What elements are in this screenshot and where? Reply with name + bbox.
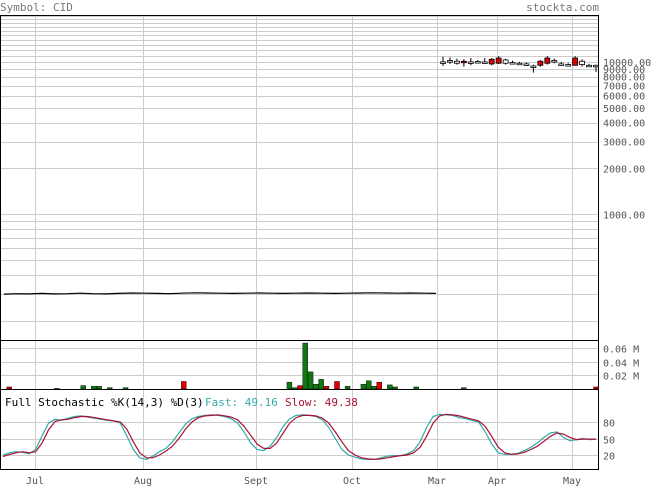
month-labels: Jul Aug Sept Oct Mar Apr May bbox=[26, 476, 581, 486]
stochastic-tick-label: 20 bbox=[603, 452, 615, 463]
price-tick-label: 2000.00 bbox=[603, 164, 645, 175]
volume-bar bbox=[344, 386, 351, 390]
volume-bar bbox=[91, 386, 97, 390]
volume-tick-label: 0.02 M bbox=[603, 372, 639, 383]
volume-bar bbox=[307, 371, 314, 390]
month-label: Aug bbox=[134, 476, 152, 486]
month-label: Jul bbox=[26, 476, 44, 486]
stochastic-fast-label: Fast: 49.16 bbox=[205, 396, 278, 409]
stochastic-tick-label: 80 bbox=[603, 419, 615, 430]
price-tick-label: 1000.00 bbox=[603, 210, 645, 221]
candle-body bbox=[565, 64, 572, 67]
volume-bar bbox=[376, 381, 382, 390]
volume-bar bbox=[461, 387, 467, 390]
volume-bars bbox=[6, 342, 599, 390]
candle-body bbox=[495, 57, 502, 64]
candle-body bbox=[488, 58, 495, 65]
volume-bar bbox=[593, 386, 599, 390]
candle-body bbox=[481, 61, 488, 64]
volume-bar bbox=[360, 384, 367, 390]
price-tick-label: 5000.00 bbox=[603, 104, 645, 115]
volume-bar bbox=[302, 342, 308, 390]
candle-body bbox=[454, 60, 460, 64]
volume-bar bbox=[122, 387, 129, 390]
volume-bar bbox=[413, 386, 419, 390]
volume-bar bbox=[107, 387, 113, 390]
symbol-label: Symbol: CID bbox=[0, 1, 73, 14]
candle-body bbox=[509, 62, 516, 65]
candle-body bbox=[440, 61, 446, 64]
stochastic-slow-label: Slow: 49.38 bbox=[285, 396, 358, 409]
volume-tick-label: 0.06 M bbox=[603, 345, 639, 356]
price-axis-ticks: 1000.00 2000.00 3000.00 4000.00 5000.006000.… bbox=[603, 58, 651, 221]
month-label: Oct bbox=[343, 476, 361, 486]
volume-bar bbox=[366, 380, 372, 390]
price-history-line bbox=[3, 292, 437, 295]
site-label: stockta.com bbox=[526, 1, 599, 14]
candle-body bbox=[447, 60, 453, 63]
stochastic-panel-frame bbox=[0, 389, 599, 470]
candle-body bbox=[467, 61, 474, 64]
volume-bar bbox=[292, 387, 298, 390]
candle-body bbox=[516, 62, 523, 66]
volume-bar bbox=[318, 379, 324, 390]
stochastic-axis-ticks: 80 50 20 bbox=[603, 419, 615, 463]
month-label: Mar bbox=[428, 476, 446, 486]
volume-bar bbox=[323, 386, 330, 390]
candle-body bbox=[558, 63, 565, 66]
volume-bar bbox=[387, 384, 393, 390]
candle-body bbox=[551, 60, 558, 63]
volume-bar bbox=[334, 381, 340, 390]
price-tick-label: 9000.00 bbox=[603, 65, 645, 76]
price-history-path bbox=[3, 292, 437, 295]
price-tick-label: 4000.00 bbox=[603, 119, 645, 130]
candles bbox=[440, 56, 599, 73]
candle-body bbox=[530, 65, 537, 68]
candle-body bbox=[537, 60, 544, 66]
volume-bar bbox=[6, 386, 12, 390]
stochastic-grid bbox=[1, 422, 598, 456]
month-label: Apr bbox=[488, 476, 506, 486]
volume-bar bbox=[297, 385, 303, 390]
candle-body bbox=[572, 57, 579, 66]
month-gridlines bbox=[35, 16, 573, 469]
month-label: Sept bbox=[244, 476, 268, 486]
volume-bar bbox=[371, 386, 377, 390]
candle-body bbox=[523, 63, 530, 66]
stochastic-slow-line bbox=[2, 413, 596, 461]
price-tick-label: 6000.00 bbox=[603, 92, 645, 103]
candle-body bbox=[593, 64, 599, 68]
volume-tick-label: 0.04 M bbox=[603, 359, 639, 370]
price-panel-frame bbox=[0, 15, 599, 341]
volume-bar bbox=[392, 386, 398, 390]
candle-body bbox=[460, 60, 467, 64]
candle-body bbox=[544, 57, 551, 64]
volume-panel-frame bbox=[0, 340, 599, 390]
candle-body bbox=[579, 60, 585, 66]
volume-bar bbox=[96, 386, 102, 390]
volume-bar bbox=[80, 385, 86, 390]
volume-grid bbox=[1, 348, 598, 376]
price-tick-label: 8000.00 bbox=[603, 73, 645, 84]
volume-axis-ticks: 0.06 M 0.04 M 0.02 M bbox=[603, 345, 639, 383]
stochastic-title: Full Stochastic %K(14,3) %D(3) bbox=[5, 396, 204, 409]
volume-bar bbox=[286, 381, 293, 390]
candle-body bbox=[474, 61, 481, 64]
price-grid bbox=[1, 16, 598, 322]
month-label: May bbox=[563, 476, 581, 486]
volume-bar bbox=[313, 384, 319, 390]
price-tick-label: 10000.00 bbox=[603, 58, 651, 69]
candle-body bbox=[502, 59, 509, 64]
volume-bar bbox=[181, 381, 187, 390]
stochastic-tick-label: 50 bbox=[603, 436, 615, 447]
stochastic-lines bbox=[2, 413, 597, 461]
volume-bar bbox=[54, 388, 60, 390]
price-tick-label: 7000.00 bbox=[603, 82, 645, 93]
price-tick-label: 3000.00 bbox=[603, 138, 645, 149]
candle-body bbox=[586, 64, 592, 68]
